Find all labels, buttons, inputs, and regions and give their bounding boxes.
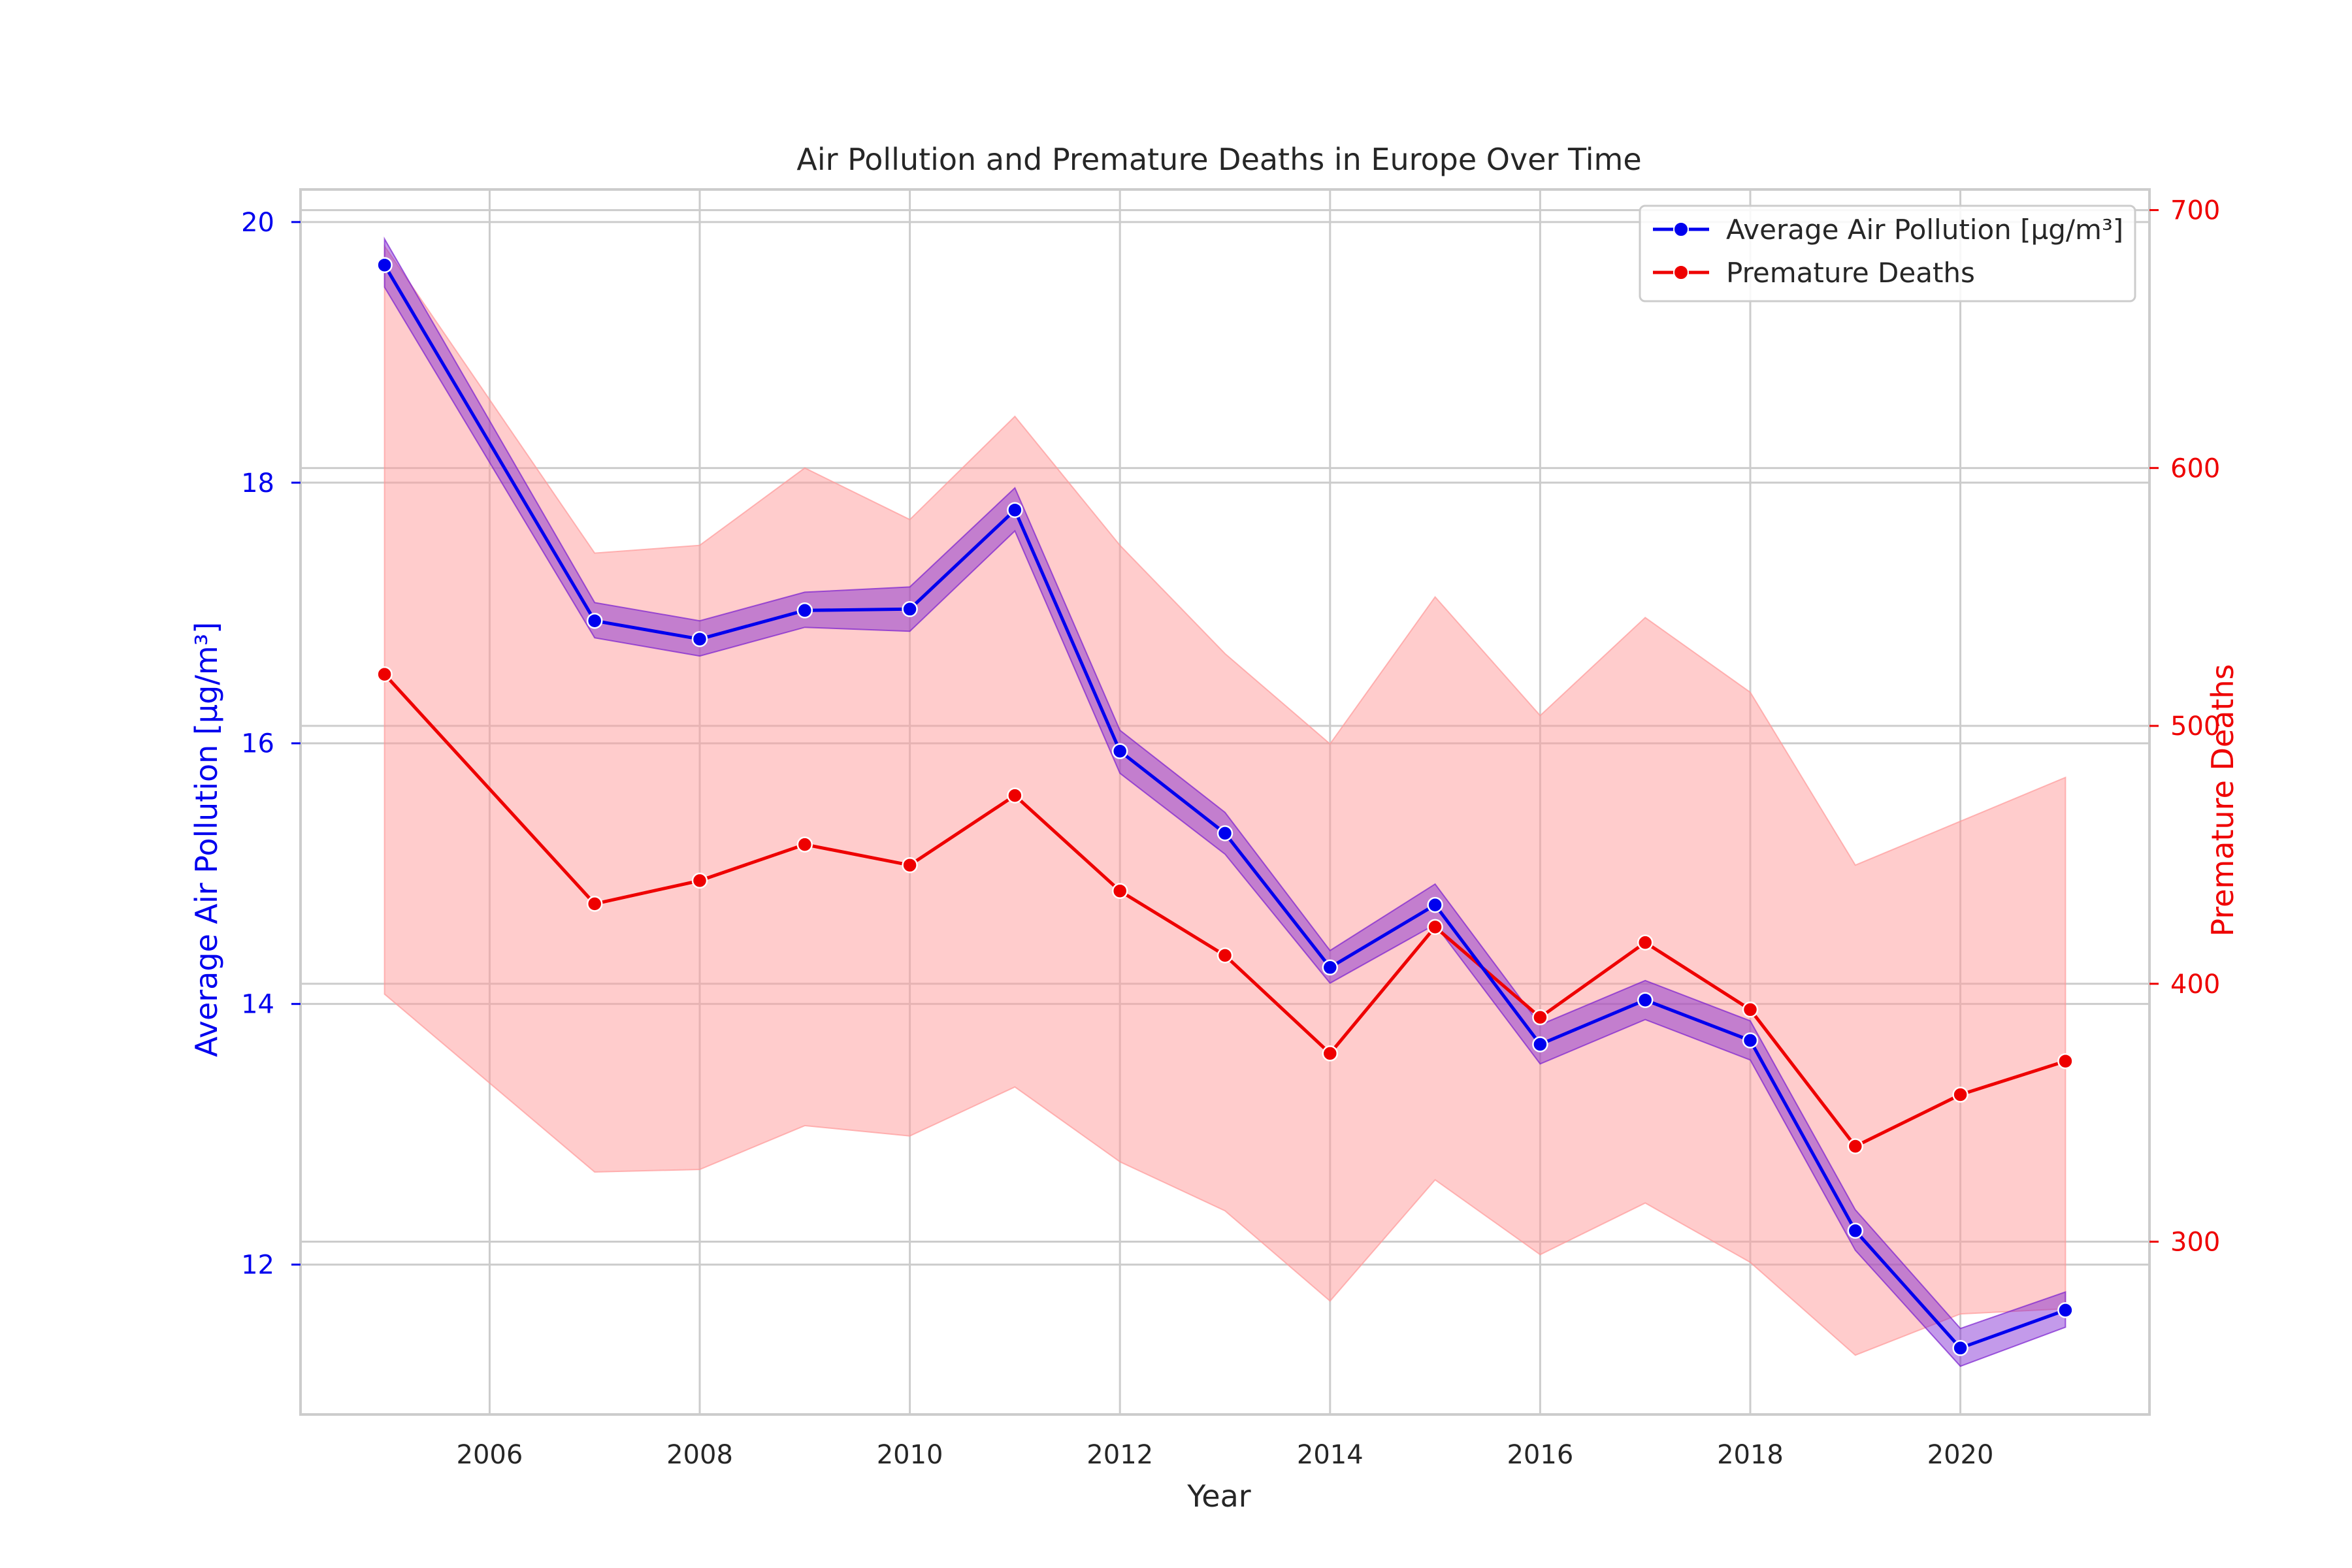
tick-labels: 2006 2008 2010 2012 2014 2016 2018 2020 12 14 16 18… <box>241 196 2220 1470</box>
premature-deaths-point <box>1007 787 1023 804</box>
premature-deaths-point <box>1952 1086 1968 1103</box>
air-pollution-point <box>1742 1032 1759 1049</box>
premature-deaths-point <box>691 872 708 889</box>
y-right-tick-label: 700 <box>2170 196 2220 226</box>
premature-deaths-point <box>1847 1138 1864 1154</box>
air-pollution-point <box>1427 896 1443 913</box>
premature-deaths-point <box>1111 883 1128 899</box>
legend-label-premature-deaths: Premature Deaths <box>1726 257 1975 289</box>
premature-deaths-point <box>376 666 393 683</box>
premature-deaths-line <box>383 673 2066 1148</box>
premature-deaths-point <box>1637 934 1654 951</box>
x-tick-label: 2006 <box>457 1440 523 1470</box>
y-right-tick-label: 600 <box>2170 453 2220 483</box>
air-pollution-point <box>902 601 918 617</box>
premature-deaths-point <box>2057 1053 2074 1070</box>
legend-label-air-pollution: Average Air Pollution [µg/m³] <box>1726 214 2123 246</box>
legend-marker-air-pollution <box>1673 221 1689 237</box>
series-markers <box>376 257 2074 1356</box>
air-pollution-line <box>383 264 2066 1350</box>
premature-deaths-point <box>1322 1045 1339 1062</box>
plot-frame <box>299 188 2151 1416</box>
premature-deaths-point <box>1532 1009 1548 1026</box>
premature-deaths-point <box>1742 1002 1759 1018</box>
air-pollution-point <box>691 630 708 647</box>
air-pollution-point <box>1322 959 1339 976</box>
x-tick-label: 2014 <box>1297 1440 1364 1470</box>
air-pollution-point <box>2057 1302 2074 1318</box>
chart-title: Air Pollution and Premature Deaths in Eu… <box>796 142 1641 177</box>
air-pollution-point <box>1637 992 1654 1008</box>
y-left-tick-label: 16 <box>241 729 274 759</box>
air-pollution-confidence-band <box>384 237 2066 1367</box>
x-axis-title: Year <box>1186 1478 1250 1514</box>
y-axis-right-title: Premature Deaths <box>2205 664 2240 936</box>
y-axis-left-title: Average Air Pollution [µg/m³] <box>189 622 224 1057</box>
y-left-tick-label: 12 <box>241 1250 274 1281</box>
air-pollution-point <box>1111 743 1128 759</box>
legend-marker-premature-deaths <box>1673 265 1689 280</box>
air-pollution-point <box>376 257 393 273</box>
air-pollution-point <box>1952 1340 1968 1356</box>
x-tick-label: 2010 <box>877 1440 943 1470</box>
x-tick-label: 2020 <box>1927 1440 1994 1470</box>
y-right-tick-label: 500 <box>2170 711 2220 742</box>
air-pollution-point <box>586 612 603 629</box>
premature-deaths-point <box>902 857 918 874</box>
premature-deaths-point <box>1427 919 1443 936</box>
air-pollution-point <box>796 602 813 619</box>
x-tick-label: 2012 <box>1086 1440 1153 1470</box>
y-right-tick-label: 400 <box>2170 970 2220 1000</box>
premature-deaths-point <box>586 896 603 912</box>
y-right-tick-label: 300 <box>2170 1228 2220 1258</box>
air-pollution-point <box>1847 1222 1864 1239</box>
series-lines <box>383 264 2066 1350</box>
x-tick-label: 2008 <box>666 1440 733 1470</box>
legend-frame <box>1639 204 2136 302</box>
y-left-tick-label: 18 <box>241 468 274 498</box>
y-left-tick-label: 14 <box>241 990 274 1020</box>
y-left-tick-label: 20 <box>241 208 274 238</box>
x-tick-label: 2018 <box>1717 1440 1784 1470</box>
air-pollution-point <box>1532 1036 1548 1053</box>
premature-deaths-point <box>1217 947 1233 964</box>
air-pollution-point <box>1007 502 1023 518</box>
x-tick-label: 2016 <box>1507 1440 1573 1470</box>
premature-deaths-point <box>796 836 813 853</box>
legend: Average Air Pollution [µg/m³] Premature … <box>1639 204 2136 302</box>
air-pollution-point <box>1217 825 1233 841</box>
